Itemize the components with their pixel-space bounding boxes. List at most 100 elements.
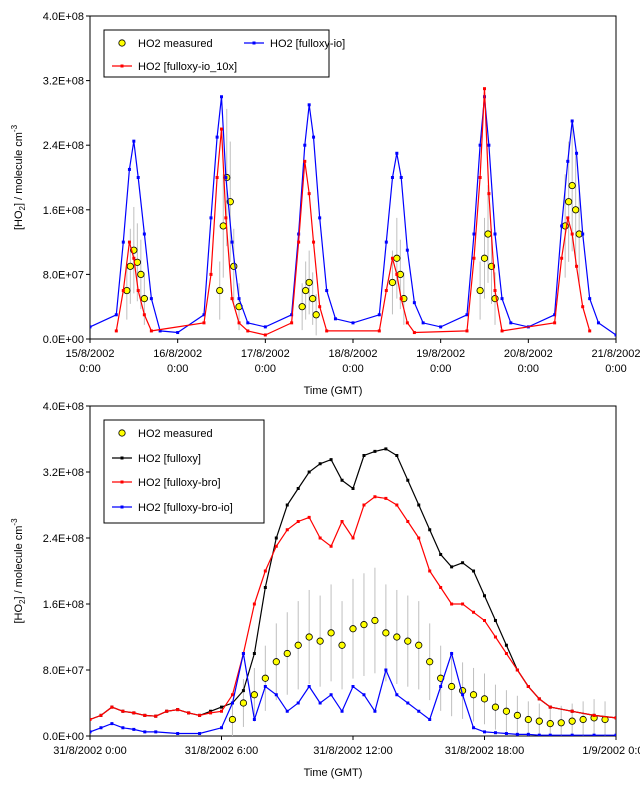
series-point (318, 536, 322, 540)
data-point (579, 715, 587, 724)
series-point (198, 713, 202, 717)
series-point (202, 321, 206, 325)
legend-marker (118, 39, 126, 47)
series-point (390, 176, 394, 179)
series-line (90, 496, 616, 721)
data-layer (90, 447, 616, 736)
x-tick-label: 31/8/2002 6:00 (185, 745, 258, 757)
legend-marker (120, 480, 124, 484)
y-tick-label: 2.4E+08 (43, 140, 84, 152)
data-point (228, 715, 237, 724)
series-ho2-measured (228, 567, 609, 736)
series-point (351, 536, 355, 540)
legend: HO2 measured HO2 [fulloxy-io] HO2 [fulloxy… (103, 29, 345, 78)
data-point (557, 719, 565, 727)
series-point (553, 313, 557, 317)
series-point (121, 709, 125, 713)
series-point (220, 127, 223, 131)
series-point (570, 119, 574, 123)
series-point (274, 693, 278, 697)
series-point (114, 329, 118, 333)
x-tick-label-time: 0:00 (342, 363, 363, 375)
x-tick-label-date: 19/8/2002 (416, 348, 465, 360)
series-point (110, 722, 114, 726)
data-point (491, 703, 500, 711)
x-tick-label: 31/8/2002 12:00 (313, 745, 393, 757)
data-point (565, 198, 573, 206)
x-tick-label-time: 0:00 (167, 363, 188, 375)
series-point (121, 240, 125, 244)
series-point (230, 701, 234, 705)
series-point (176, 331, 180, 335)
series-point (237, 297, 241, 301)
legend-item: HO2 measured (118, 38, 213, 50)
series-point (230, 693, 234, 697)
x-tick-label-date: 18/8/2002 (329, 348, 378, 360)
series-point (132, 139, 136, 143)
legend-label: HO2 measured (138, 428, 213, 440)
data-point (513, 711, 521, 719)
series-point (500, 329, 504, 333)
series-point (548, 705, 552, 709)
y-axis-title-subscript: 2 (18, 599, 27, 604)
series-point (399, 297, 403, 301)
series-point (493, 232, 497, 236)
series-point (412, 331, 416, 335)
series-point (340, 478, 344, 482)
series-point (515, 732, 519, 736)
series-point (575, 151, 579, 155)
series-ho2-fulloxy-io-10x- (114, 87, 592, 337)
series-point (493, 731, 497, 735)
series-point (596, 321, 600, 325)
y-tick-label: 0.0E+00 (43, 731, 84, 743)
series-point (220, 709, 223, 713)
series-point (483, 730, 486, 734)
legend-marker (120, 505, 124, 509)
series-point (515, 668, 519, 672)
series-point (215, 176, 219, 179)
series-point (504, 652, 508, 655)
legend-label: HO2 measured (138, 38, 213, 50)
data-point (283, 649, 291, 658)
data-point (484, 230, 492, 238)
legend-label: HO2 [fulloxy-io] (270, 38, 345, 50)
series-point (570, 709, 574, 713)
data-point (137, 270, 145, 278)
series-point (241, 689, 245, 693)
series-point (132, 256, 136, 260)
series-point (384, 447, 388, 451)
y-axis-title: [HO2] / molecule cm-3 (10, 518, 27, 624)
series-point (263, 569, 267, 573)
data-point (535, 717, 543, 725)
series-point (263, 586, 267, 589)
series-point (143, 713, 147, 717)
data-point (546, 720, 554, 728)
series-point (537, 733, 541, 736)
series-point (478, 176, 482, 179)
y-tick-label: 8.0E+07 (43, 269, 84, 281)
data-point (126, 262, 134, 270)
series-point (405, 248, 409, 252)
series-point (614, 333, 616, 337)
series-point (187, 711, 191, 715)
series-point (384, 668, 388, 672)
series-point (312, 240, 316, 244)
data-point (404, 637, 412, 645)
legend-item: HO2 [fulloxy-bro] (112, 477, 221, 489)
series-point (406, 520, 410, 523)
series-point (230, 297, 234, 301)
series-point (377, 313, 381, 317)
legend-label: HO2 [fulloxy] (138, 453, 201, 465)
series-point (224, 176, 228, 179)
series-point (588, 297, 592, 301)
series-point (450, 565, 454, 569)
series-point (307, 192, 311, 196)
y-axis-title-part: [HO (13, 604, 25, 624)
data-point (140, 295, 148, 303)
series-point (384, 496, 388, 500)
series-point (373, 709, 377, 713)
series-point (614, 716, 616, 720)
data-point (305, 278, 313, 287)
series-point (560, 256, 564, 260)
